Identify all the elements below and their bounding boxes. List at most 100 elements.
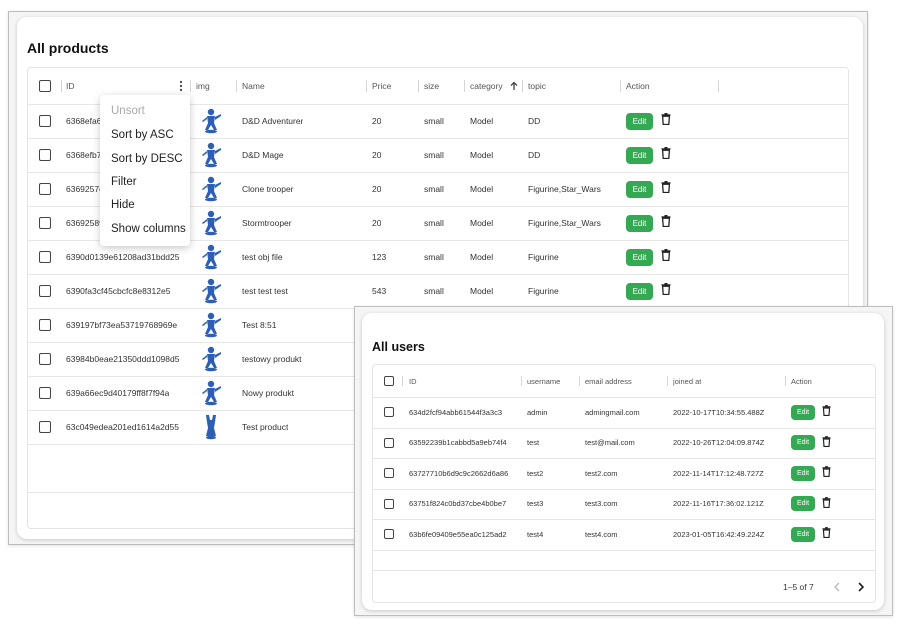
column-separator[interactable] (402, 376, 403, 386)
trash-icon[interactable] (822, 403, 831, 421)
table-row[interactable]: 63592239b1cabbd5a9eb74f4 test test@mail.co… (373, 428, 875, 459)
product-category: Model (470, 252, 494, 262)
edit-button[interactable]: Edit (791, 496, 815, 512)
column-separator[interactable] (418, 80, 419, 92)
row-checkbox[interactable] (384, 519, 394, 550)
table-row[interactable]: 634d2fcf94abb61544f3a3c3 admin admingmail.… (373, 397, 875, 429)
column-header-action[interactable]: Action (626, 81, 650, 91)
edit-button[interactable]: Edit (791, 465, 815, 481)
users-grid: ID username email address joined at Action 63… (372, 364, 876, 603)
column-header-size[interactable]: size (424, 81, 440, 91)
product-name: Test 8:51 (242, 320, 277, 330)
column-separator[interactable] (522, 80, 523, 92)
row-checkbox[interactable] (39, 104, 51, 138)
trash-icon[interactable] (822, 525, 831, 543)
table-row[interactable]: 63692589 Stormtrooper 20 small Model Figurine… (28, 206, 848, 241)
table-row[interactable]: 6368efa6 D&D Adventurer 20 small Model DD Edit (28, 104, 848, 139)
row-checkbox[interactable] (384, 397, 394, 428)
column-header-price[interactable]: Price (372, 81, 392, 91)
edit-button[interactable]: Edit (791, 404, 815, 420)
edit-button[interactable]: Edit (791, 526, 815, 542)
column-header-joined[interactable]: joined at (673, 376, 702, 386)
row-checkbox[interactable] (39, 274, 51, 308)
product-size: small (424, 252, 444, 262)
column-separator[interactable] (667, 376, 668, 386)
column-header-action[interactable]: Action (791, 376, 812, 386)
column-separator[interactable] (579, 376, 580, 386)
column-header-id[interactable]: ID (409, 376, 417, 386)
column-header-category[interactable]: category (470, 81, 503, 91)
table-row[interactable]: 6390fa3cf45cbcfc8e8312e5 test test test 54… (28, 274, 848, 309)
column-header-name[interactable]: Name (242, 81, 265, 91)
trash-icon[interactable] (661, 146, 671, 164)
edit-button[interactable]: Edit (626, 214, 653, 232)
chevron-left-icon[interactable] (833, 571, 841, 602)
table-row[interactable]: 63b6fe09409e55ea0c125ad2 test4 test4.com 20… (373, 519, 875, 551)
product-price: 123 (372, 252, 387, 262)
column-separator[interactable] (190, 80, 191, 92)
menu-item-sort-asc[interactable]: Sort by ASC (111, 129, 174, 141)
menu-item-filter[interactable]: Filter (111, 176, 137, 188)
column-separator[interactable] (620, 80, 621, 92)
column-header-email[interactable]: email address (585, 376, 632, 386)
edit-button[interactable]: Edit (626, 248, 653, 266)
menu-item-sort-desc[interactable]: Sort by DESC (111, 153, 183, 165)
row-checkbox[interactable] (39, 138, 51, 172)
table-row[interactable]: 6369257e Clone trooper 20 small Model Figurin… (28, 172, 848, 207)
column-separator[interactable] (236, 80, 237, 92)
edit-button[interactable]: Edit (626, 282, 653, 300)
row-checkbox[interactable] (39, 172, 51, 206)
row-checkbox[interactable] (39, 342, 51, 376)
row-checkbox[interactable] (39, 240, 51, 274)
trash-icon[interactable] (661, 214, 671, 232)
trash-icon[interactable] (822, 434, 831, 452)
select-all-checkbox[interactable] (384, 365, 394, 397)
trash-icon[interactable] (661, 248, 671, 266)
row-checkbox[interactable] (384, 489, 394, 520)
user-username: test4 (527, 529, 544, 539)
kebab-icon[interactable] (179, 68, 183, 104)
column-header-topic[interactable]: topic (528, 81, 546, 91)
menu-item-unsort[interactable]: Unsort (111, 105, 145, 117)
user-username: test2 (527, 468, 544, 478)
row-checkbox[interactable] (39, 206, 51, 240)
column-header-username[interactable]: username (527, 376, 561, 386)
row-checkbox[interactable] (384, 428, 394, 459)
column-separator[interactable] (464, 80, 465, 92)
trash-icon[interactable] (822, 495, 831, 513)
chevron-right-icon[interactable] (857, 571, 865, 602)
edit-button[interactable]: Edit (626, 180, 653, 198)
row-checkbox[interactable] (39, 376, 51, 410)
trash-icon[interactable] (661, 180, 671, 198)
row-checkbox[interactable] (39, 308, 51, 342)
table-row[interactable]: 63751f824c0bd37cbe4b0be7 test3 test3.com 20… (373, 489, 875, 520)
trash-icon[interactable] (822, 464, 831, 482)
product-price: 20 (372, 150, 382, 160)
menu-item-show-columns[interactable]: Show columns (111, 223, 186, 235)
table-row[interactable]: 6368efb7 D&D Mage 20 small Model DD Edit (28, 138, 848, 173)
column-header-id[interactable]: ID (66, 81, 75, 91)
column-separator[interactable] (718, 80, 719, 92)
menu-item-hide[interactable]: Hide (111, 199, 135, 211)
product-topic: DD (528, 150, 541, 160)
edit-button[interactable]: Edit (626, 112, 653, 130)
table-row[interactable]: 63727710b6d9c9c2662d6a86 test2 test2.com 20… (373, 458, 875, 490)
product-name: Stormtrooper (242, 218, 292, 228)
table-row[interactable]: 6390d0139e61208ad31bdd25 test obj file 123… (28, 240, 848, 275)
user-username: test3 (527, 499, 544, 509)
column-header-img[interactable]: img (196, 81, 210, 91)
row-checkbox[interactable] (39, 410, 51, 444)
column-separator[interactable] (61, 80, 62, 92)
column-separator[interactable] (521, 376, 522, 386)
trash-icon[interactable] (661, 112, 671, 130)
edit-button[interactable]: Edit (626, 146, 653, 164)
trash-icon[interactable] (661, 282, 671, 300)
product-name: Test product (242, 422, 289, 432)
column-separator[interactable] (366, 80, 367, 92)
user-id: 634d2fcf94abb61544f3a3c3 (409, 407, 503, 417)
arrow-up-icon[interactable] (510, 68, 518, 104)
row-checkbox[interactable] (384, 458, 394, 489)
column-separator[interactable] (785, 376, 786, 386)
select-all-checkbox[interactable] (39, 68, 51, 104)
edit-button[interactable]: Edit (791, 435, 815, 451)
